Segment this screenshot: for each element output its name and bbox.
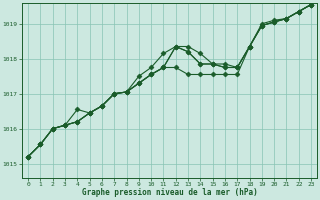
X-axis label: Graphe pression niveau de la mer (hPa): Graphe pression niveau de la mer (hPa): [82, 188, 258, 197]
